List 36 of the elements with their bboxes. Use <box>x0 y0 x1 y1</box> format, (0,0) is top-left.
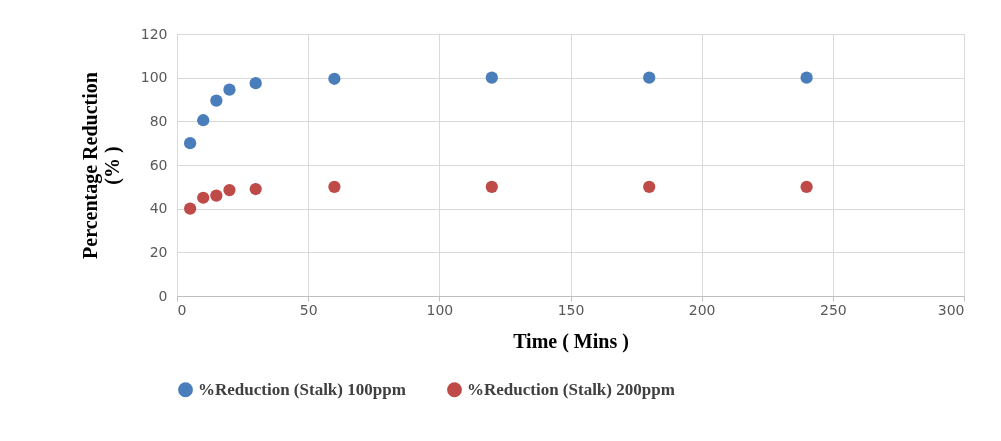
point <box>223 184 236 197</box>
x-tick-label: 50 <box>299 301 318 318</box>
point <box>197 191 210 204</box>
point <box>800 180 813 193</box>
x-tick-label: 300 <box>937 301 965 318</box>
y-tick-label: 20 <box>149 243 168 260</box>
x-axis-title: Time ( Mins ) <box>513 329 629 353</box>
y-tick-label: 0 <box>158 287 168 304</box>
point <box>210 94 223 107</box>
point <box>643 180 656 193</box>
x-tick-label: 200 <box>688 301 716 318</box>
y-axis-title: Percentage Reduction (% ) <box>78 72 124 259</box>
x-tick-label: 0 <box>177 301 187 318</box>
point <box>210 189 223 202</box>
y-tick-label: 120 <box>140 25 168 42</box>
x-tick-label: 250 <box>819 301 847 318</box>
y-tick-label: 100 <box>140 69 168 86</box>
x-tick-label: 100 <box>426 301 454 318</box>
point <box>328 180 341 193</box>
legend-label: %Reduction (Stalk) 100ppm <box>198 379 406 399</box>
point <box>249 77 262 90</box>
point <box>249 182 262 196</box>
point <box>183 137 197 150</box>
point <box>800 71 813 84</box>
y-tick-label: 40 <box>149 200 168 217</box>
point <box>223 83 236 96</box>
point <box>485 180 498 193</box>
legend-label: %Reduction (Stalk) 200ppm <box>467 379 675 399</box>
y-tick-label: 80 <box>149 112 168 129</box>
point <box>643 71 656 84</box>
point <box>197 114 210 127</box>
point <box>328 72 341 85</box>
point <box>485 71 498 84</box>
x-tick-label: 150 <box>557 301 585 318</box>
point <box>183 202 197 215</box>
y-tick-label: 60 <box>149 156 168 173</box>
